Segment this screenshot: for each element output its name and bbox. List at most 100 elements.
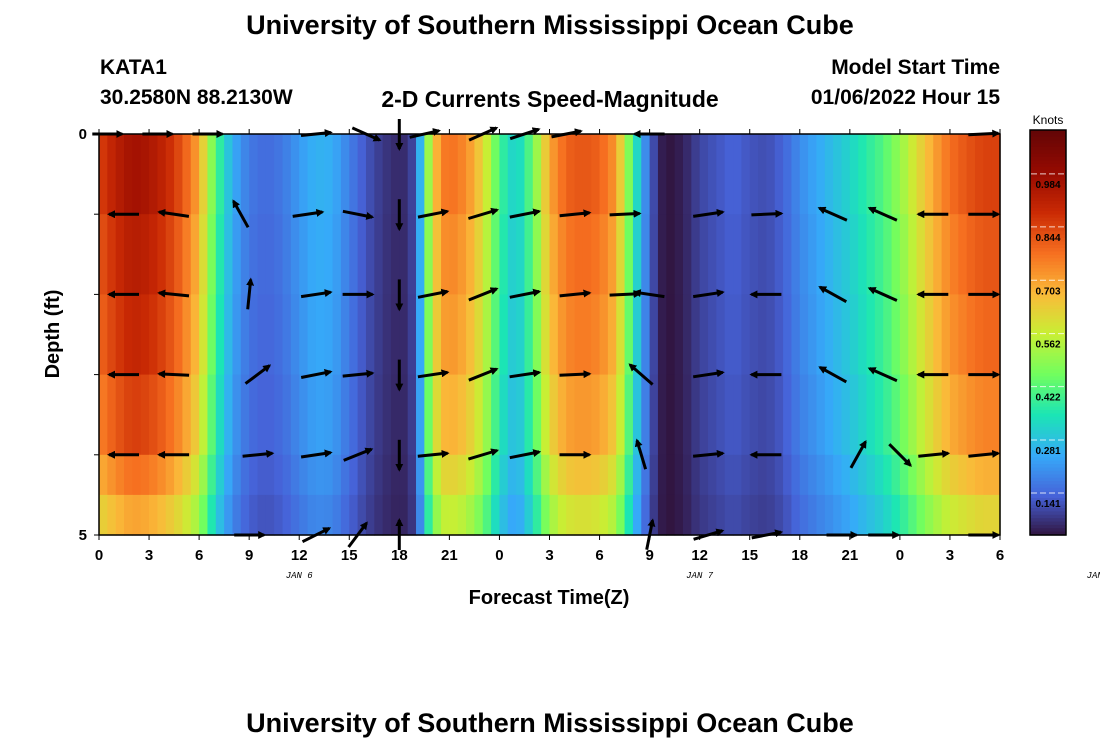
heatmap-cell <box>115 214 125 295</box>
colorbar-swatch <box>1030 298 1066 303</box>
heatmap-cell <box>157 374 167 456</box>
heatmap-cell <box>541 494 551 536</box>
heatmap-cell <box>682 134 692 215</box>
current-vector <box>559 289 592 298</box>
heatmap-cell <box>774 134 784 215</box>
heatmap-cell <box>174 374 184 456</box>
x-tick-label: 0 <box>896 547 904 564</box>
colorbar-swatch <box>1030 254 1066 259</box>
heatmap-cell <box>541 134 551 215</box>
heatmap-cell <box>299 134 309 215</box>
colorbar-swatch <box>1030 281 1066 286</box>
colorbar-swatch <box>1030 454 1066 458</box>
heatmap-cell <box>607 294 617 376</box>
heatmap-cell <box>708 494 717 536</box>
colorbar-swatch <box>1030 315 1066 320</box>
heatmap-cell <box>282 294 292 376</box>
heatmap-cell <box>549 134 559 215</box>
heatmap-cell <box>691 454 701 496</box>
colorbar-swatch <box>1030 200 1066 205</box>
heatmap-cell <box>207 294 217 376</box>
heatmap-cell <box>507 454 517 496</box>
heatmap-cell <box>207 494 217 536</box>
heatmap-cell <box>532 134 542 215</box>
heatmap-cell <box>365 294 375 376</box>
heatmap-cell <box>132 454 142 496</box>
heatmap-cell <box>99 134 108 215</box>
colorbar-tick-label: 0.703 <box>1035 286 1060 297</box>
heatmap-cell <box>524 374 534 456</box>
heatmap-cell <box>616 134 626 215</box>
heatmap-cell <box>115 294 125 376</box>
heatmap-cell <box>482 494 492 536</box>
heatmap-cell <box>874 134 884 215</box>
heatmap-cell <box>691 294 701 376</box>
heatmap-cell <box>799 214 809 295</box>
heatmap-cell <box>966 294 976 376</box>
heatmap-cell <box>941 494 951 536</box>
heatmap-cell <box>574 294 584 376</box>
heatmap-cell <box>299 214 309 295</box>
colorbar-swatch <box>1030 470 1066 475</box>
heatmap-cell <box>149 214 158 295</box>
heatmap-cell <box>482 134 492 215</box>
heatmap-cell <box>340 134 350 215</box>
heatmap-cell <box>157 454 167 496</box>
heatmap-cell <box>441 454 450 496</box>
heatmap-cell <box>741 294 751 376</box>
heatmap-cell <box>491 374 501 456</box>
heatmap-cell <box>382 494 392 536</box>
heatmap-cell <box>816 454 826 496</box>
heatmap-cell <box>549 374 559 456</box>
colorbar-swatch <box>1030 163 1066 168</box>
heatmap-cell <box>924 374 934 456</box>
heatmap-cell <box>232 374 242 456</box>
heatmap-cell <box>190 214 200 295</box>
heatmap-cell <box>424 374 434 456</box>
colorbar-tick-label: 0.562 <box>1035 340 1060 351</box>
heatmap-cell <box>257 134 267 215</box>
current-vector <box>692 449 725 458</box>
colorbar-swatch <box>1030 487 1066 492</box>
heatmap-cell <box>224 294 234 376</box>
heatmap-cell <box>666 454 676 496</box>
heatmap-cell <box>841 214 851 295</box>
colorbar-tick-label: 0.422 <box>1035 393 1060 404</box>
heatmap-cell <box>349 134 359 215</box>
heatmap-cell <box>974 374 984 456</box>
heatmap-cell <box>299 294 309 376</box>
heatmap-cell <box>607 494 617 536</box>
heatmap-cell <box>349 454 359 496</box>
heatmap-cell <box>207 214 217 295</box>
heatmap-cell <box>424 494 434 536</box>
heatmap-cell <box>924 494 934 536</box>
heatmap-cell <box>783 374 793 456</box>
heatmap-cell <box>432 294 442 376</box>
heatmap-cell <box>307 494 317 536</box>
colorbar-swatch <box>1030 170 1066 175</box>
heatmap-cell <box>849 494 859 536</box>
heatmap-cell <box>107 134 117 215</box>
x-tick-label: 0 <box>495 547 503 564</box>
heatmap-cell <box>190 374 200 456</box>
heatmap-cell <box>232 494 242 536</box>
heatmap-cell <box>824 374 834 456</box>
heatmap-cell <box>983 374 993 456</box>
heatmap-cell <box>657 294 667 376</box>
heatmap-cell <box>390 494 400 536</box>
heatmap-cell <box>365 214 375 295</box>
colorbar-swatch <box>1030 477 1066 482</box>
heatmap-cell <box>641 134 651 215</box>
heatmap-cell <box>966 134 976 215</box>
heatmap-cell <box>332 494 342 536</box>
current-vector <box>692 289 725 299</box>
heatmap-cell <box>190 294 200 376</box>
heatmap-cell <box>340 214 350 295</box>
heatmap-cell <box>799 374 809 456</box>
heatmap-cell <box>157 494 167 536</box>
colorbar-swatch <box>1030 308 1066 313</box>
heatmap-cell <box>716 294 726 376</box>
heatmap-cell <box>549 494 559 536</box>
colorbar-swatch <box>1030 322 1066 327</box>
heatmap-cell <box>791 214 801 295</box>
